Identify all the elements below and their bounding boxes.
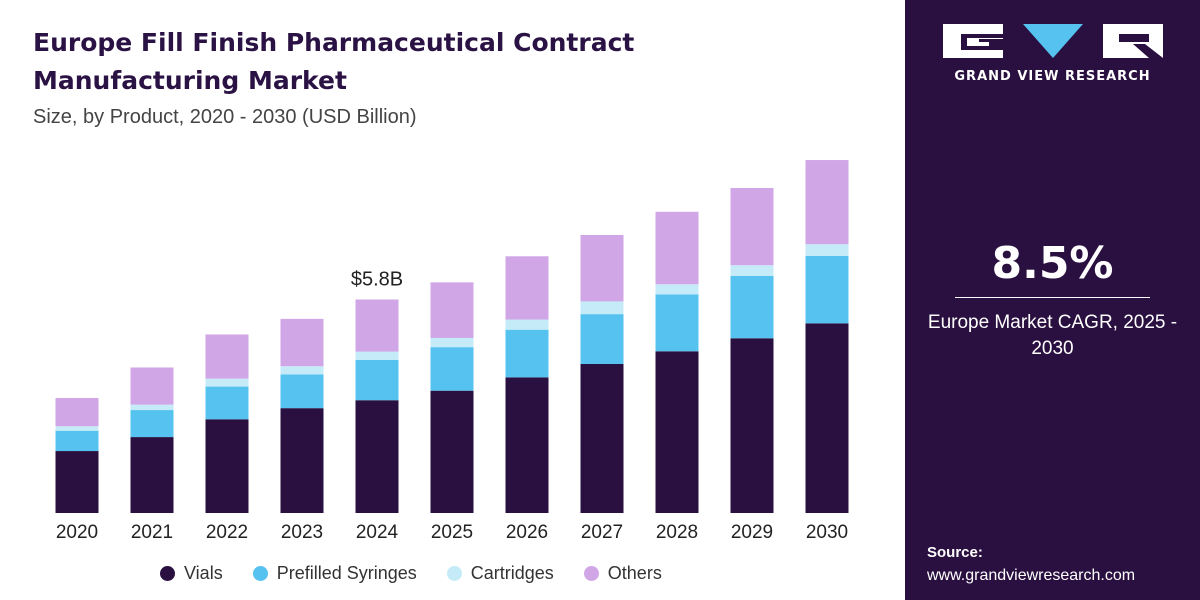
x-tick-label: 2022 xyxy=(206,522,248,543)
bar-2021-prefilled-syringes xyxy=(130,410,174,438)
bar-2024-prefilled-syringes xyxy=(355,359,399,401)
bar-2029-prefilled-syringes xyxy=(730,275,774,339)
grand-view-research-logo xyxy=(943,24,1163,58)
bar-2023-vials xyxy=(280,408,324,513)
legend-swatch xyxy=(252,566,268,581)
bar-2030-others xyxy=(805,160,849,245)
x-tick-label: 2029 xyxy=(731,522,773,543)
legend-label: Cartridges xyxy=(470,563,554,583)
bar-2022-vials xyxy=(205,419,249,513)
chart-legend: Vials Prefilled Syringes Cartridges Others xyxy=(160,563,662,584)
chart-panel: Europe Fill Finish Pharmaceutical Contra… xyxy=(33,28,849,584)
legend-swatch xyxy=(583,566,599,581)
bar-2024-others xyxy=(355,299,399,352)
bar-2023-others xyxy=(280,318,324,367)
bar-2022-prefilled-syringes xyxy=(205,386,249,420)
x-tick-label: 2024 xyxy=(356,522,399,543)
bar-2020-prefilled-syringes xyxy=(55,430,99,452)
chart-subtitle: Size, by Product, 2020 - 2030 (USD Billi… xyxy=(33,106,417,128)
legend-swatch xyxy=(160,566,175,581)
x-tick-label: 2021 xyxy=(131,522,173,543)
x-tick-label: 2020 xyxy=(56,522,98,543)
x-tick-label: 2026 xyxy=(506,522,548,543)
bar-2025-others xyxy=(430,282,474,338)
bar-2024-vials xyxy=(355,400,399,513)
bar-2021-cartridges xyxy=(130,404,174,411)
bar-2026-others xyxy=(505,256,549,320)
legend-item-prefilled-syringes: Prefilled Syringes xyxy=(252,563,417,584)
cagr-divider xyxy=(955,297,1150,298)
bar-2024-cartridges xyxy=(355,351,399,360)
legend-label: Prefilled Syringes xyxy=(276,563,417,583)
x-tick-label: 2025 xyxy=(431,522,473,543)
legend-swatch xyxy=(446,566,462,581)
bar-2029-others xyxy=(730,187,774,266)
bar-2030-cartridges xyxy=(805,244,849,256)
bar-2022-cartridges xyxy=(205,378,249,387)
legend-item-cartridges: Cartridges xyxy=(446,563,554,584)
bar-2028-others xyxy=(655,211,699,285)
brand-name: GRAND VIEW RESEARCH xyxy=(954,69,1151,84)
bar-2025-cartridges xyxy=(430,337,474,348)
bar-2020-others xyxy=(55,397,99,427)
stacked-bar-chart: 2020 2021 2022 2023 2024 $5.8B 2025 2026 2027 202… xyxy=(55,160,849,543)
bar-2023-prefilled-syringes xyxy=(280,374,324,409)
x-tick-label: 2023 xyxy=(281,522,323,543)
bar-2030-vials xyxy=(805,323,849,513)
bar-2027-others xyxy=(580,235,624,302)
bar-2026-vials xyxy=(505,377,549,513)
bar-2027-cartridges xyxy=(580,301,624,315)
bar-2028-prefilled-syringes xyxy=(655,294,699,352)
bar-2027-vials xyxy=(580,363,624,513)
bar-2029-vials xyxy=(730,338,774,513)
x-tick-label: 2027 xyxy=(581,522,623,543)
x-tick-label: 2030 xyxy=(806,522,848,543)
legend-label: Others xyxy=(607,563,662,583)
bar-2025-prefilled-syringes xyxy=(430,347,474,391)
bar-2023-cartridges xyxy=(280,366,324,375)
bar-2028-vials xyxy=(655,351,699,513)
chart-title: Europe Fill Finish Pharmaceutical Contra… xyxy=(33,28,635,95)
bar-2021-vials xyxy=(130,437,174,513)
x-tick-label: 2028 xyxy=(656,522,698,543)
legend-item-vials: Vials xyxy=(160,563,223,584)
data-label-2024: $5.8B xyxy=(351,269,403,291)
source-url[interactable]: www.grandviewresearch.com xyxy=(927,567,1136,584)
bar-2029-cartridges xyxy=(730,265,774,276)
bar-2021-others xyxy=(130,367,174,405)
bar-2025-vials xyxy=(430,390,474,513)
sidebar-panel: GRAND VIEW RESEARCH 8.5% Europe Market C… xyxy=(905,0,1200,600)
bar-2026-prefilled-syringes xyxy=(505,329,549,378)
bar-2028-cartridges xyxy=(655,284,699,295)
source-label: Source: xyxy=(927,544,983,561)
bar-2026-cartridges xyxy=(505,319,549,330)
cagr-label: Europe Market CAGR, 2025 - 2030 xyxy=(927,312,1178,359)
bar-2020-vials xyxy=(55,451,99,513)
legend-label: Vials xyxy=(184,563,223,583)
bar-2022-others xyxy=(205,334,249,379)
legend-item-others: Others xyxy=(583,563,662,584)
bar-2030-prefilled-syringes xyxy=(805,255,849,324)
bar-2027-prefilled-syringes xyxy=(580,314,624,364)
cagr-value: 8.5% xyxy=(991,238,1114,289)
bar-2020-cartridges xyxy=(55,426,99,431)
